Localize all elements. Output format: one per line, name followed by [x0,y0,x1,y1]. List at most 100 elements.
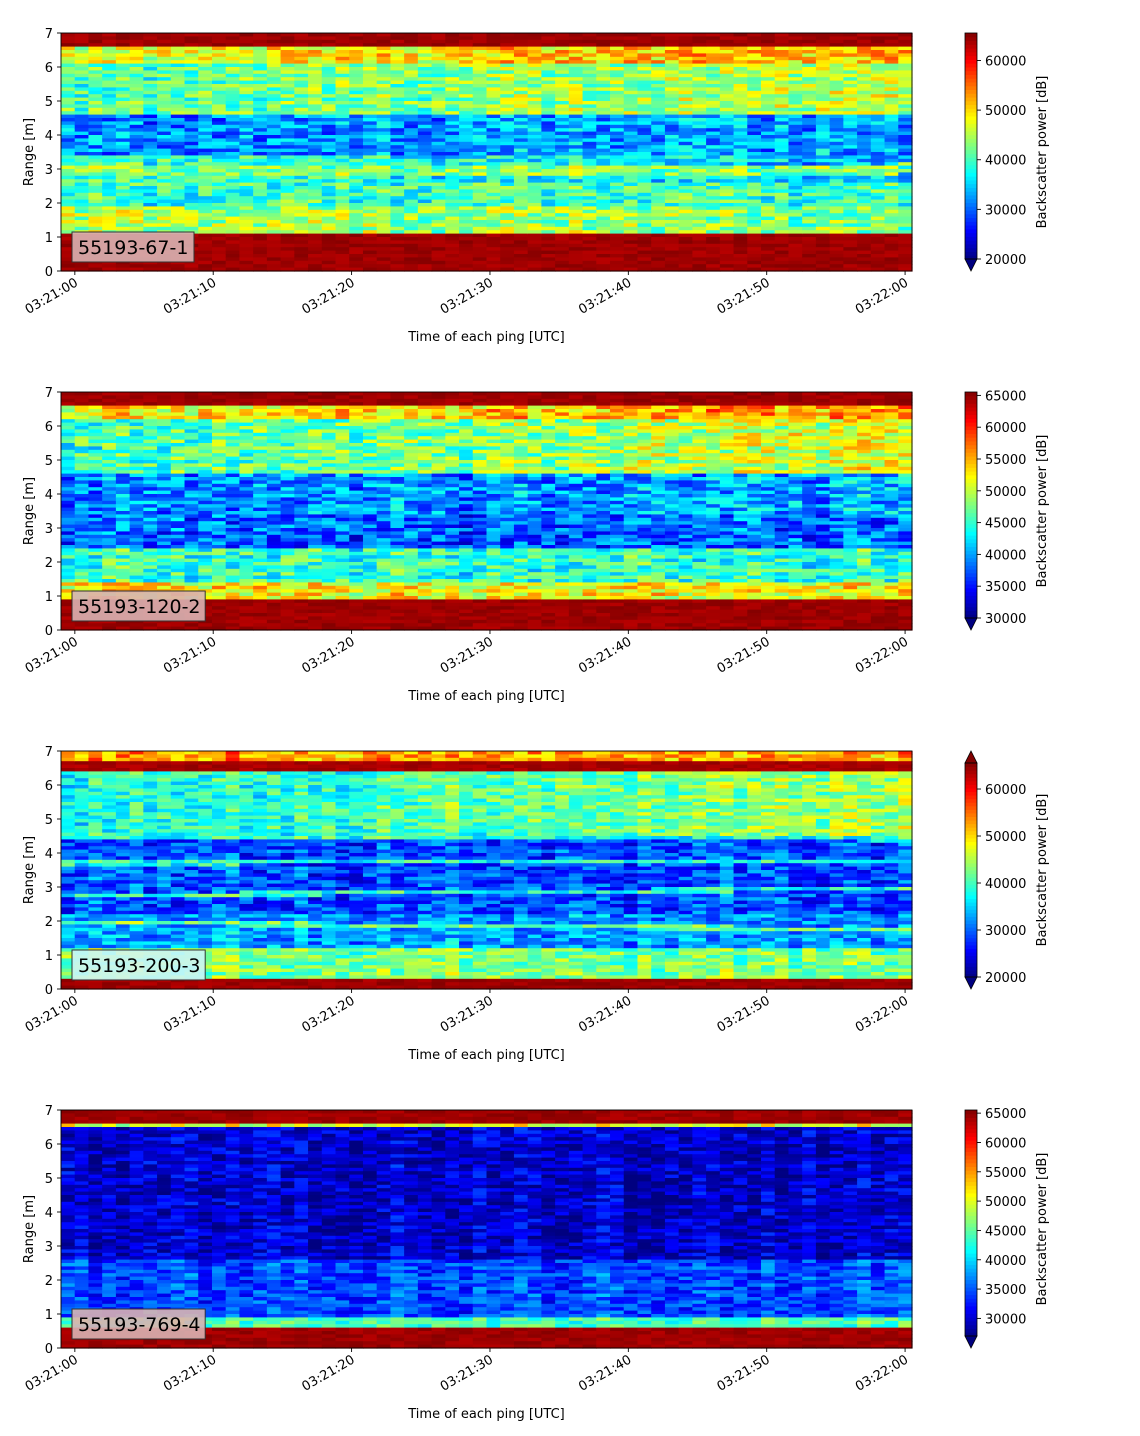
heatmap-cell [829,172,844,177]
heatmap-cell [308,155,323,160]
heatmap-cell [349,80,364,85]
heatmap-cell [61,599,76,604]
heatmap-cell [211,80,227,85]
heatmap-cell [445,158,460,163]
heatmap-cell [774,124,790,129]
heatmap-cell [157,226,172,231]
heatmap-cell [129,558,144,563]
heatmap-cell [321,56,337,61]
heatmap-cell [857,87,872,92]
heatmap-cell [541,260,556,265]
heatmap-cell [651,131,666,136]
heatmap-cell [651,175,666,180]
heatmap-cell [678,189,693,194]
heatmap-cell [88,118,103,122]
heatmap-cell [719,53,735,58]
heatmap-cell [651,199,666,204]
heatmap-cell [857,94,872,99]
heatmap-cell [335,213,350,218]
heatmap-cell [747,213,762,218]
heatmap-cell [308,84,323,88]
heatmap-cell [376,226,392,231]
heatmap-cell [294,114,309,119]
heatmap-cell [88,514,103,519]
colorbar-segment [965,70,977,75]
heatmap-cell [884,175,899,180]
colorbar-segment [965,176,977,181]
heatmap-cell [664,243,680,248]
heatmap-cell [129,456,144,461]
heatmap-cell [61,169,76,173]
heatmap-cell [61,67,76,71]
heatmap-cell [788,257,803,262]
heatmap-cell [733,107,748,112]
heatmap-cell [500,118,515,122]
heatmap-cell [568,182,584,187]
heatmap-cell [459,84,474,88]
heatmap-cell [308,118,323,122]
heatmap-cell [678,158,693,163]
heatmap-cell [802,53,817,58]
heatmap-cell [129,426,144,430]
heatmap-cell [761,141,776,146]
heatmap-cell [115,179,131,184]
heatmap-cell [143,101,158,105]
heatmap-cell [692,216,707,221]
heatmap-cell [129,169,144,173]
y-tick-label: 3 [45,163,53,178]
heatmap-cell [733,39,748,44]
heatmap-cell [582,70,597,75]
heatmap-cell [774,36,790,41]
heatmap-cell [321,145,337,150]
heatmap-cell [870,39,886,44]
heatmap-cell [280,257,295,262]
heatmap-cell [513,152,529,156]
heatmap-cell [623,186,639,190]
heatmap-cell [225,84,241,88]
heatmap-cell [143,568,158,573]
heatmap-cell [459,111,474,116]
heatmap-cell [774,230,790,235]
heatmap-cell [596,97,611,102]
heatmap-cell [802,60,817,65]
heatmap-cell [102,155,117,160]
heatmap-cell [431,104,446,109]
heatmap-cell [308,104,323,109]
heatmap-cell [527,233,543,238]
heatmap-cell [362,206,378,211]
heatmap-cell [568,179,584,184]
heatmap-cell [843,172,858,177]
heatmap-cell [308,94,323,99]
heatmap-cell [678,196,693,201]
heatmap-cell [61,43,76,48]
heatmap-cell [143,226,158,231]
heatmap-cell [115,199,131,204]
heatmap-cell [61,582,76,587]
heatmap-cell [349,155,364,160]
heatmap-cell [843,243,858,248]
heatmap-cell [500,128,515,133]
heatmap-cell [390,138,405,143]
heatmap-cell [623,213,639,218]
heatmap-cell [513,199,529,204]
heatmap-cell [870,196,886,201]
heatmap-cell [239,138,254,143]
heatmap-cell [843,162,858,167]
heatmap-cell [761,250,776,255]
heatmap-cell [74,398,90,403]
heatmap-cell [596,182,611,187]
heatmap-cell [184,67,199,71]
heatmap-cell [239,50,254,54]
heatmap-cell [459,73,474,78]
heatmap-cell [706,182,721,187]
heatmap-cell [74,182,90,187]
heatmap-cell [857,186,872,190]
heatmap-cell [843,257,858,262]
heatmap-cell [321,111,337,116]
heatmap-cell [747,101,762,105]
heatmap-cell [74,33,90,37]
heatmap-cell [170,182,186,187]
heatmap-cell [678,94,693,99]
heatmap-cell [308,50,323,54]
heatmap-cell [74,131,90,136]
